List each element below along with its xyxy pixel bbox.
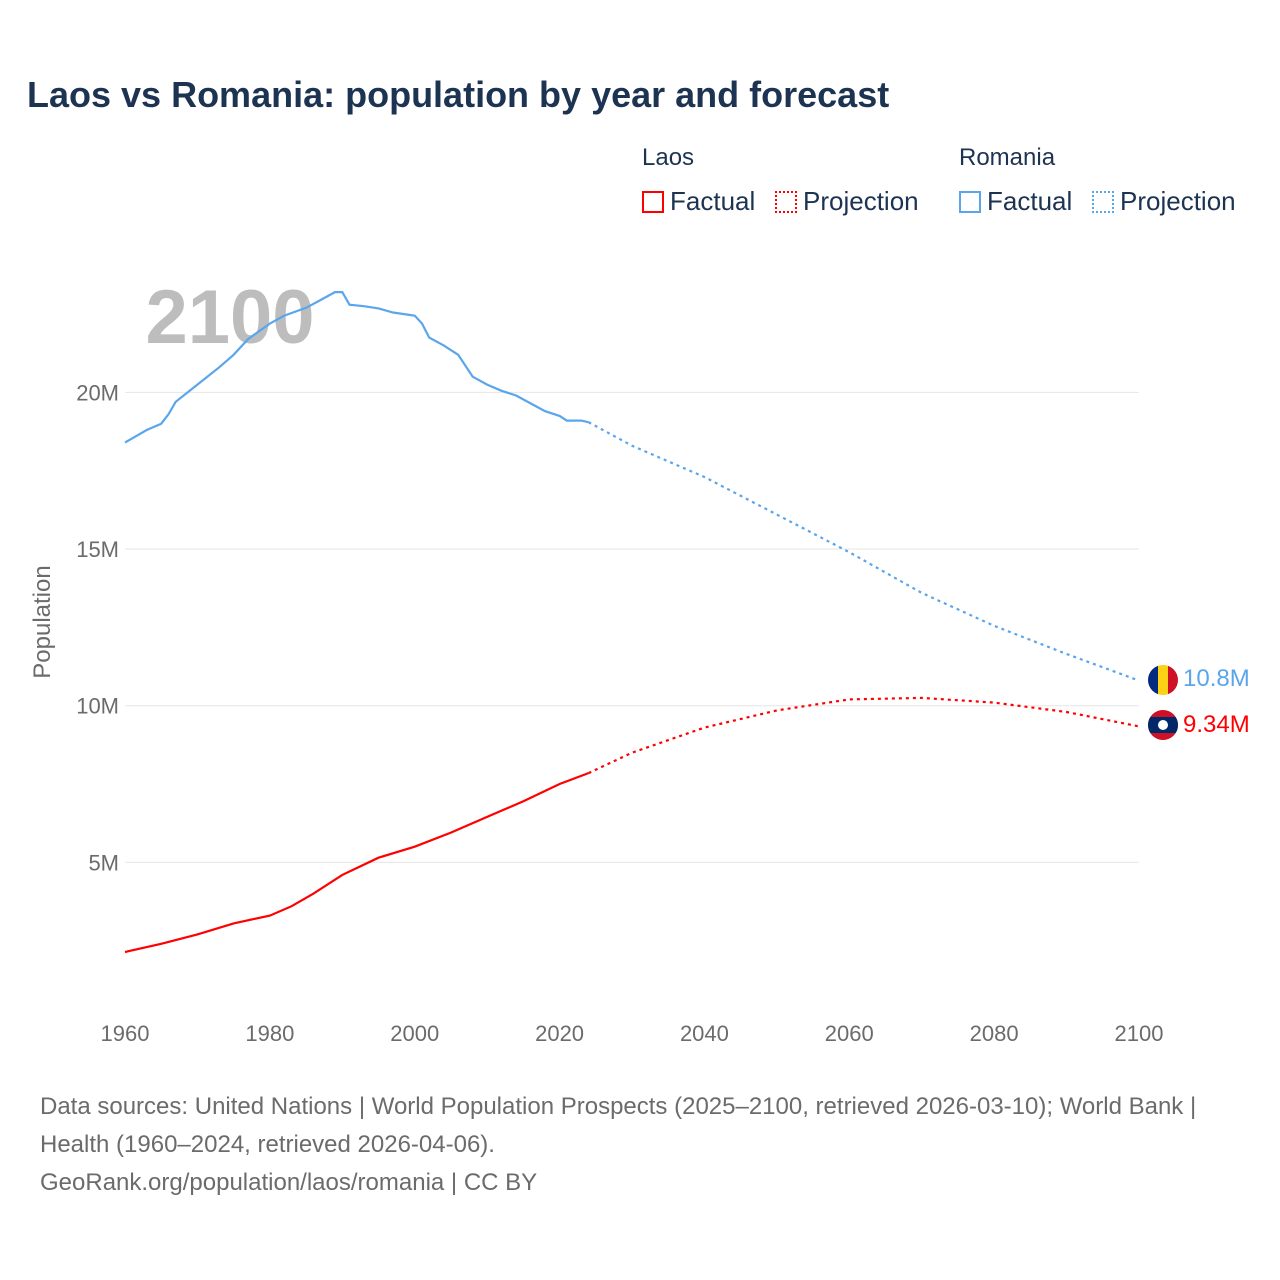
legend-group-laos: Laos — [642, 144, 695, 171]
x-tick-label: 1980 — [245, 1021, 294, 1046]
footer: Data sources: United Nations | World Pop… — [40, 1088, 1240, 1202]
credit-link[interactable]: GeoRank.org/population/laos/romania | CC… — [40, 1169, 538, 1196]
legend-label: Projection — [1120, 186, 1236, 216]
year-watermark: 2100 — [145, 275, 314, 360]
line-romania-projection — [587, 421, 1140, 682]
legend-laos-projection[interactable]: Projection — [775, 186, 919, 217]
flag-romania-icon — [1148, 665, 1178, 695]
legend-romania-projection[interactable]: Projection — [1092, 186, 1236, 217]
legend-label: Factual — [670, 186, 756, 216]
line-laos-projection — [588, 696, 1140, 775]
x-tick-label: 1960 — [101, 1021, 150, 1046]
chart-title: Laos vs Romania: population by year and … — [27, 74, 890, 115]
y-axis-label: Population — [29, 565, 56, 678]
y-tick-label: 20M — [76, 380, 119, 405]
line-laos-factual — [124, 772, 589, 954]
x-tick-label: 2000 — [390, 1021, 439, 1046]
x-tick-label: 2060 — [825, 1021, 874, 1046]
y-tick-label: 10M — [76, 694, 119, 719]
y-tick-label: 5M — [88, 850, 119, 875]
x-tick-label: 2080 — [970, 1021, 1019, 1046]
legend-label: Projection — [803, 186, 919, 216]
legend-label: Factual — [987, 186, 1073, 216]
x-tick-label: 2100 — [1115, 1021, 1164, 1046]
legend-swatch — [1092, 190, 1114, 213]
legend-swatch — [642, 190, 664, 213]
legend-swatch — [775, 190, 797, 213]
x-tick-label: 2020 — [535, 1021, 584, 1046]
end-label-laos: 9.34M — [1183, 711, 1250, 738]
line-romania-factual — [124, 291, 589, 444]
legend-swatch — [959, 190, 981, 213]
legend-romania-factual[interactable]: Factual — [959, 186, 1072, 217]
data-sources: Data sources: United Nations | World Pop… — [40, 1093, 1197, 1158]
x-tick-label: 2040 — [680, 1021, 729, 1046]
end-label-romania: 10.8M — [1183, 665, 1250, 692]
legend-laos-factual[interactable]: Factual — [642, 186, 755, 217]
legend-group-romania: Romania — [959, 144, 1056, 171]
flag-laos-icon — [1148, 710, 1178, 740]
y-tick-label: 15M — [76, 537, 119, 562]
